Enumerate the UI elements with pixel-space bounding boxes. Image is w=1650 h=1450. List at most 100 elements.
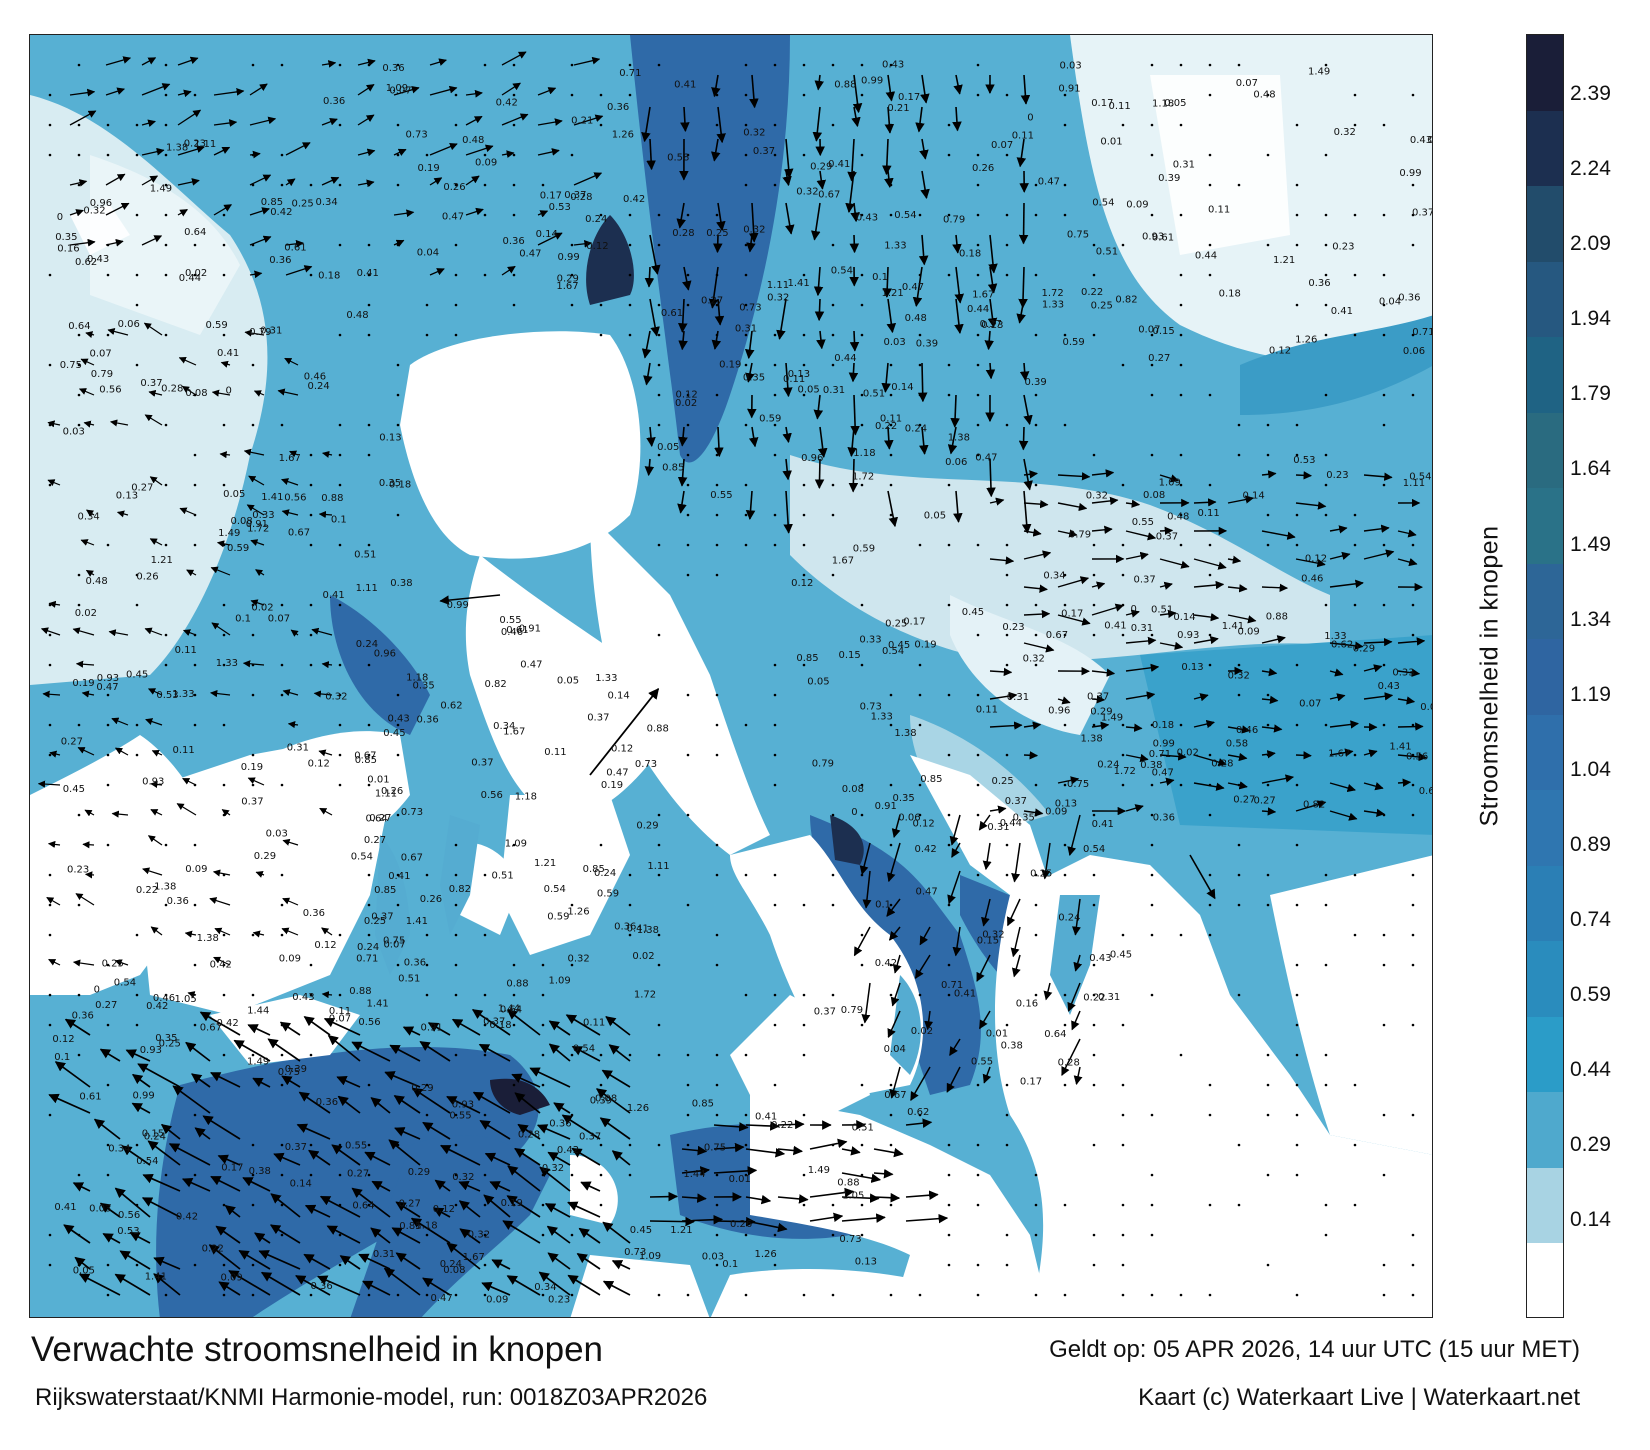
speed-value-label: 0.15 xyxy=(839,650,861,661)
speed-value-label: 0.88 xyxy=(321,493,343,504)
grid-dot xyxy=(802,663,806,667)
speed-value-label: 0.37 xyxy=(471,758,493,769)
grid-dot xyxy=(860,1083,864,1087)
current-arrow xyxy=(782,170,792,187)
current-arrow xyxy=(912,266,923,307)
grid-dot xyxy=(48,483,52,487)
current-arrow xyxy=(429,58,447,66)
grid-dot xyxy=(657,393,661,397)
grid-dot xyxy=(106,1293,110,1297)
grid-dot xyxy=(1324,273,1328,277)
grid-dot xyxy=(1034,423,1038,427)
speed-value-label: 0.46 xyxy=(1236,725,1258,736)
grid-dot xyxy=(1150,783,1154,787)
speed-value-label: 0.32 xyxy=(743,127,765,138)
speed-value-label: 0.04 xyxy=(884,1044,906,1055)
grid-dot xyxy=(222,723,226,727)
speed-value-label: 1.21 xyxy=(670,1225,692,1236)
current-arrow xyxy=(125,1049,151,1062)
current-arrow xyxy=(716,106,726,144)
speed-value-label: 0.79 xyxy=(1069,530,1091,541)
speed-value-label: 0.13 xyxy=(116,491,138,502)
grid-dot xyxy=(744,363,748,367)
current-arrow xyxy=(451,1018,481,1036)
speed-value-label: 0.12 xyxy=(586,241,608,252)
grid-dot xyxy=(483,63,487,67)
speed-value-label: 0.82 xyxy=(449,884,471,895)
speed-value-label: 0.73 xyxy=(635,759,657,770)
current-arrow xyxy=(99,1202,121,1218)
current-arrow xyxy=(1329,748,1354,757)
grid-dot xyxy=(831,303,835,307)
grid-dot xyxy=(1382,723,1386,727)
grid-dot xyxy=(1324,903,1328,907)
grid-dot xyxy=(686,303,690,307)
speed-value-label: 0.59 xyxy=(206,320,228,331)
speed-value-label: 0.24 xyxy=(585,214,607,225)
speed-value-label: 1.33 xyxy=(871,712,893,723)
speed-value-label: 0.04 xyxy=(417,247,439,258)
current-arrow xyxy=(849,234,860,254)
speed-value-label: 0.41 xyxy=(1104,621,1126,632)
current-arrow xyxy=(179,507,197,516)
current-arrow xyxy=(851,106,861,128)
grid-dot xyxy=(773,903,777,907)
speed-value-label: 0 xyxy=(94,985,100,996)
grid-dot xyxy=(1382,543,1386,547)
current-arrow xyxy=(954,266,964,304)
current-arrow xyxy=(49,750,61,758)
grid-dot xyxy=(715,213,719,217)
grid-dot xyxy=(744,153,748,157)
grid-dot xyxy=(570,243,574,247)
current-arrow xyxy=(429,142,458,156)
current-arrow xyxy=(150,926,163,936)
current-arrow xyxy=(37,780,61,788)
grid-dot xyxy=(1295,963,1299,967)
grid-dot xyxy=(396,513,400,517)
grid-dot xyxy=(1005,1083,1009,1087)
speed-value-label: 1.49 xyxy=(1101,712,1123,723)
current-arrow xyxy=(745,362,755,383)
current-speed-map[interactable]: 0.36 0.42 0.41 0.36 0.23 0.16 0 0.12 0.09 0.17 0.4… xyxy=(29,34,1433,1318)
current-arrow xyxy=(72,627,95,636)
grid-dot xyxy=(164,183,168,187)
current-arrow xyxy=(1023,751,1039,760)
speed-value-label: 0.91 xyxy=(246,519,268,530)
current-arrow xyxy=(1295,751,1312,760)
grid-dot xyxy=(686,1113,690,1117)
colorbar-tick-label: 2.39 xyxy=(1570,82,1611,105)
current-arrow xyxy=(989,805,1007,814)
grid-dot xyxy=(657,633,661,637)
grid-dot xyxy=(280,783,284,787)
speed-value-label: 0.47 xyxy=(902,282,924,293)
grid-dot xyxy=(48,663,52,667)
grid-dot xyxy=(222,333,226,337)
current-arrow xyxy=(247,1024,271,1036)
speed-value-label: 0.41 xyxy=(217,348,239,359)
grid-dot xyxy=(860,423,864,427)
current-arrow xyxy=(1159,581,1173,590)
current-arrow xyxy=(580,1181,601,1192)
current-arrow xyxy=(176,803,197,816)
speed-value-label: 0.31 xyxy=(287,742,309,753)
grid-dot xyxy=(193,1113,197,1117)
current-arrow xyxy=(114,1273,151,1296)
current-arrow xyxy=(538,1271,571,1296)
grid-dot xyxy=(1150,213,1154,217)
grid-dot xyxy=(106,1173,110,1177)
grid-dot xyxy=(309,1293,313,1297)
current-arrow xyxy=(573,172,603,186)
current-arrow xyxy=(602,1221,631,1244)
current-arrow xyxy=(48,958,61,966)
speed-value-label: 1.18 xyxy=(515,792,537,803)
estuaries xyxy=(375,815,1100,1075)
grid-dot xyxy=(599,213,603,217)
speed-value-label: 0.85 xyxy=(261,197,283,208)
current-arrow xyxy=(915,106,925,133)
grid-dot xyxy=(1295,213,1299,217)
current-arrow xyxy=(147,688,163,696)
grid-dot xyxy=(222,273,226,277)
grid-dot xyxy=(1411,183,1415,187)
grid-dot xyxy=(1237,903,1241,907)
grid-dot xyxy=(628,1143,632,1147)
